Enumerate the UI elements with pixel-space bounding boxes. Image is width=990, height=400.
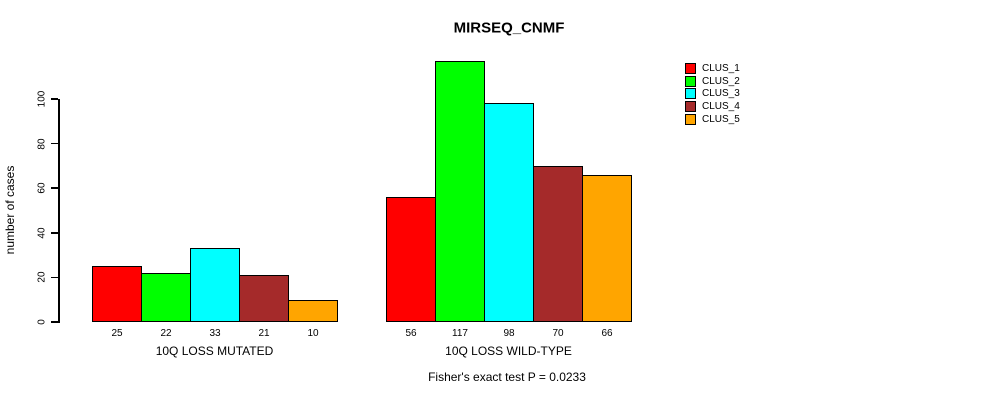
y-tick-mark-100 [51, 98, 58, 100]
y-tick-mark-80 [51, 142, 58, 145]
legend-label-clus-3: CLUS_3 [702, 88, 740, 100]
legend-item-clus-3: CLUS_3 [685, 88, 740, 101]
y-tick-label-40: 40 [36, 227, 48, 239]
legend-swatch-clus-2 [685, 75, 696, 87]
bar-value-label-10q-loss-mutated-clus-1: 25 [111, 328, 123, 339]
legend-item-clus-2: CLUS_2 [685, 75, 740, 88]
bar-value-label-10q-loss-mutated-clus-5: 10 [307, 328, 319, 339]
chart-title: MIRSEQ_CNMF [453, 19, 565, 37]
y-tick-label-0: 0 [36, 319, 48, 325]
bar-clus-4-10q-loss-mutated [239, 275, 289, 322]
legend-item-clus-1: CLUS_1 [685, 62, 740, 75]
bar-value-label-10q-loss-mutated-clus-4: 21 [258, 328, 270, 339]
bar-value-label-10q-loss-wild-type-clus-3: 98 [503, 328, 515, 339]
bar-clus-2-10q-loss-wild-type [435, 61, 485, 322]
bar-clus-1-10q-loss-mutated [92, 266, 142, 322]
y-tick-label-60: 60 [36, 182, 48, 194]
legend: CLUS_1 CLUS_2 CLUS_3 CLUS_4 CLUS_5 [685, 62, 740, 126]
legend-label-clus-5: CLUS_5 [702, 114, 740, 126]
y-axis-label: number of cases [3, 165, 17, 255]
bar-value-label-10q-loss-wild-type-clus-1: 56 [405, 328, 417, 339]
y-tick-label-100: 100 [36, 90, 48, 108]
y-tick-mark-60 [51, 187, 58, 189]
legend-label-clus-4: CLUS_4 [702, 101, 740, 113]
bar-clus-3-10q-loss-wild-type [484, 103, 534, 322]
bar-clus-1-10q-loss-wild-type [386, 197, 436, 322]
legend-swatch-clus-1 [685, 62, 696, 74]
legend-swatch-clus-5 [685, 114, 696, 126]
y-tick-label-20: 20 [36, 271, 48, 283]
bar-clus-4-10q-loss-wild-type [533, 165, 583, 322]
y-tick-mark-0 [51, 321, 58, 323]
caption: Fisher's exact test P = 0.0233 [428, 370, 586, 384]
bar-value-label-10q-loss-mutated-clus-3: 33 [209, 328, 221, 339]
y-tick-label-80: 80 [36, 138, 48, 150]
bar-clus-2-10q-loss-mutated [141, 272, 191, 322]
y-tick-mark-40 [51, 232, 58, 234]
bar-clus-5-10q-loss-wild-type [582, 174, 632, 322]
bar-value-label-10q-loss-wild-type-clus-5: 66 [601, 328, 613, 339]
group-label-10q-loss-mutated: 10Q LOSS MUTATED [155, 344, 274, 358]
bar-value-label-10q-loss-wild-type-clus-4: 70 [552, 328, 564, 339]
legend-swatch-clus-3 [685, 88, 696, 100]
legend-swatch-clus-4 [685, 101, 696, 113]
bar-value-label-10q-loss-mutated-clus-2: 22 [160, 328, 172, 339]
legend-label-clus-1: CLUS_1 [702, 62, 740, 74]
y-tick-mark-20 [51, 276, 58, 279]
y-axis-line [58, 99, 60, 323]
bar-clus-3-10q-loss-mutated [190, 248, 240, 322]
legend-item-clus-4: CLUS_4 [685, 100, 740, 113]
group-label-10q-loss-wild-type: 10Q LOSS WILD-TYPE [445, 344, 572, 358]
bar-clus-5-10q-loss-mutated [288, 299, 338, 322]
legend-item-clus-5: CLUS_5 [685, 113, 740, 126]
bar-value-label-10q-loss-wild-type-clus-2: 117 [452, 328, 468, 339]
legend-label-clus-2: CLUS_2 [702, 75, 740, 87]
